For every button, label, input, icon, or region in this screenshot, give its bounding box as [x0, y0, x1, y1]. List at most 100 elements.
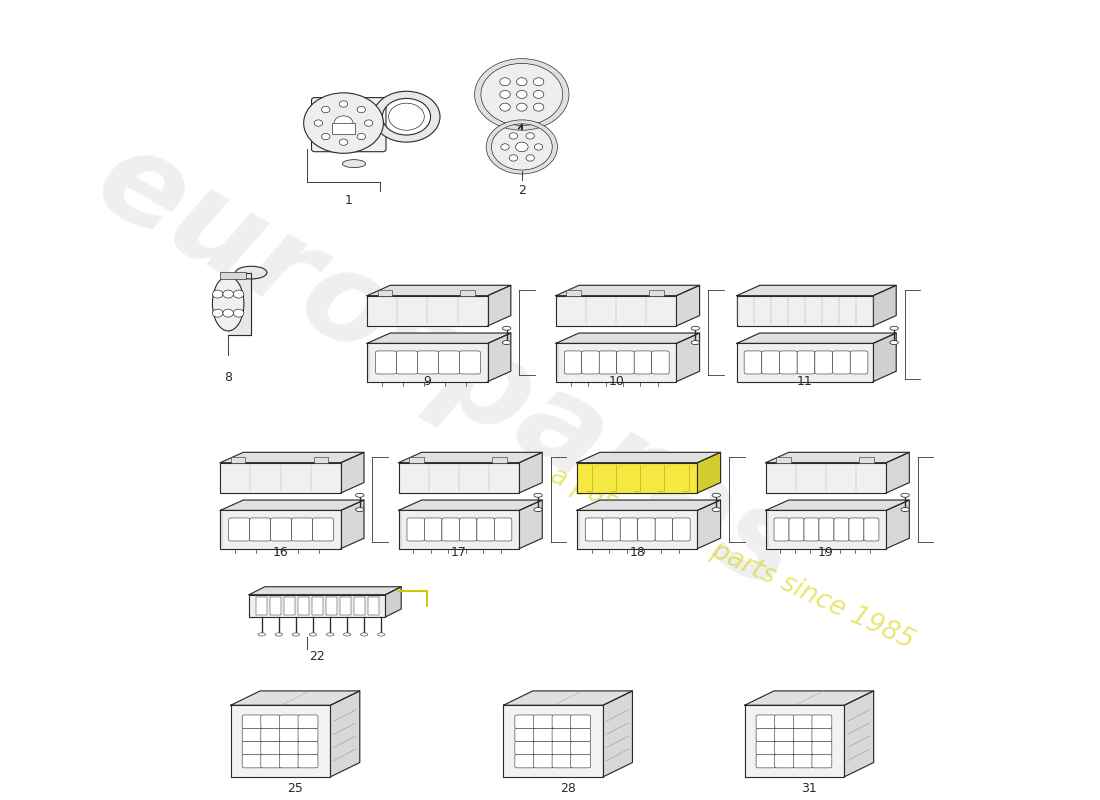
Circle shape: [304, 93, 384, 154]
Polygon shape: [220, 452, 364, 462]
Ellipse shape: [712, 508, 720, 511]
Text: 18: 18: [629, 546, 645, 559]
FancyBboxPatch shape: [242, 715, 262, 729]
FancyBboxPatch shape: [571, 715, 591, 729]
FancyBboxPatch shape: [815, 351, 833, 374]
FancyBboxPatch shape: [620, 518, 638, 541]
Polygon shape: [576, 510, 697, 549]
FancyBboxPatch shape: [571, 742, 591, 754]
Ellipse shape: [691, 341, 700, 345]
FancyBboxPatch shape: [515, 742, 535, 754]
Circle shape: [339, 101, 348, 107]
Polygon shape: [697, 500, 720, 549]
Polygon shape: [887, 452, 910, 493]
FancyBboxPatch shape: [552, 728, 572, 742]
FancyBboxPatch shape: [242, 754, 262, 768]
FancyBboxPatch shape: [298, 728, 318, 742]
FancyBboxPatch shape: [552, 742, 572, 754]
Text: 1: 1: [344, 194, 353, 207]
Circle shape: [233, 309, 244, 317]
FancyBboxPatch shape: [774, 728, 794, 742]
Bar: [285, 597, 295, 614]
Polygon shape: [228, 273, 251, 334]
Bar: [461, 290, 475, 297]
Circle shape: [233, 290, 244, 298]
Polygon shape: [766, 462, 887, 493]
Bar: [327, 597, 338, 614]
Circle shape: [388, 103, 425, 130]
Polygon shape: [519, 452, 542, 493]
Circle shape: [517, 78, 527, 86]
Text: 11: 11: [798, 375, 813, 388]
Ellipse shape: [343, 633, 351, 636]
FancyBboxPatch shape: [460, 351, 481, 374]
FancyBboxPatch shape: [756, 742, 775, 754]
FancyBboxPatch shape: [261, 715, 280, 729]
Polygon shape: [873, 333, 896, 382]
FancyBboxPatch shape: [564, 351, 582, 374]
Text: 9: 9: [424, 375, 431, 388]
Circle shape: [534, 90, 543, 98]
FancyBboxPatch shape: [439, 351, 460, 374]
Polygon shape: [398, 510, 519, 549]
Ellipse shape: [309, 633, 317, 636]
Ellipse shape: [691, 326, 700, 330]
Ellipse shape: [327, 633, 333, 636]
Polygon shape: [603, 691, 632, 777]
Polygon shape: [745, 691, 873, 706]
FancyBboxPatch shape: [375, 351, 396, 374]
FancyBboxPatch shape: [833, 351, 850, 374]
Polygon shape: [220, 510, 341, 549]
Circle shape: [535, 144, 542, 150]
FancyBboxPatch shape: [756, 754, 775, 768]
Ellipse shape: [534, 508, 542, 511]
FancyBboxPatch shape: [812, 742, 832, 754]
FancyBboxPatch shape: [571, 754, 591, 768]
FancyBboxPatch shape: [279, 715, 299, 729]
FancyBboxPatch shape: [774, 754, 794, 768]
Polygon shape: [341, 500, 364, 549]
FancyBboxPatch shape: [552, 715, 572, 729]
Text: 19: 19: [818, 546, 834, 559]
Circle shape: [212, 309, 223, 317]
Circle shape: [364, 120, 373, 126]
Polygon shape: [373, 110, 381, 122]
Circle shape: [517, 90, 527, 98]
Polygon shape: [367, 286, 510, 296]
Ellipse shape: [901, 494, 910, 498]
FancyBboxPatch shape: [279, 728, 299, 742]
Polygon shape: [676, 286, 700, 326]
Bar: [354, 597, 365, 614]
Polygon shape: [367, 343, 487, 382]
FancyBboxPatch shape: [494, 518, 512, 541]
FancyBboxPatch shape: [744, 351, 762, 374]
FancyBboxPatch shape: [534, 754, 553, 768]
Text: 16: 16: [273, 546, 288, 559]
Polygon shape: [220, 500, 364, 510]
Circle shape: [212, 290, 223, 298]
Bar: [231, 457, 245, 463]
Ellipse shape: [293, 633, 299, 636]
FancyBboxPatch shape: [534, 742, 553, 754]
FancyBboxPatch shape: [638, 518, 656, 541]
Ellipse shape: [534, 494, 542, 498]
FancyBboxPatch shape: [793, 754, 813, 768]
FancyBboxPatch shape: [762, 351, 780, 374]
Circle shape: [321, 134, 330, 140]
Ellipse shape: [342, 160, 365, 168]
FancyBboxPatch shape: [793, 715, 813, 729]
Polygon shape: [330, 691, 360, 777]
Circle shape: [334, 116, 353, 130]
Polygon shape: [519, 500, 542, 549]
FancyBboxPatch shape: [864, 518, 879, 541]
Polygon shape: [249, 586, 402, 594]
Circle shape: [358, 106, 365, 113]
Text: 10: 10: [608, 375, 624, 388]
Bar: [777, 457, 791, 463]
FancyBboxPatch shape: [793, 728, 813, 742]
Polygon shape: [487, 286, 510, 326]
Circle shape: [534, 103, 543, 111]
Bar: [649, 290, 664, 297]
FancyBboxPatch shape: [298, 754, 318, 768]
Circle shape: [509, 154, 518, 161]
